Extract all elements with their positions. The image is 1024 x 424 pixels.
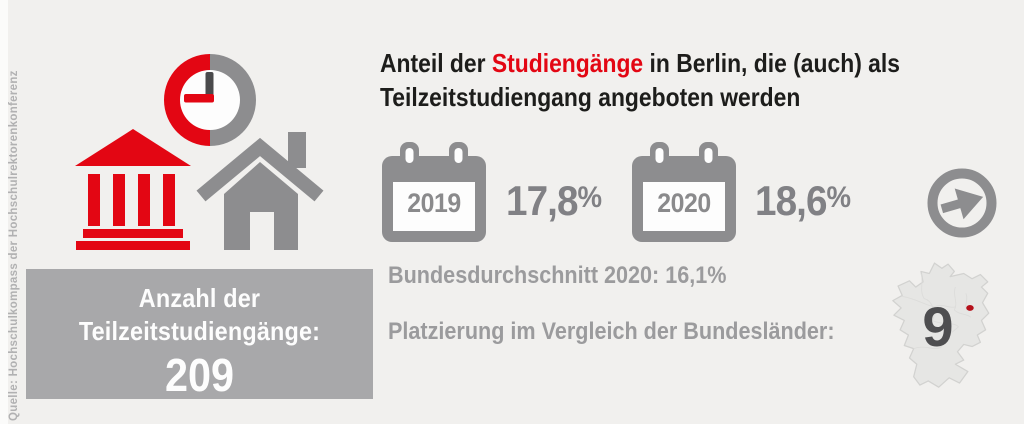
count-label-line1: Anzahl der xyxy=(138,283,261,313)
count-box: Anzahl der Teilzeitstudiengänge: 209 xyxy=(26,269,373,401)
title-line2: Teilzeitstudiengang angeboten werden xyxy=(380,82,801,112)
arrow-circle-icon xyxy=(926,167,998,244)
share-2019: 17,8% xyxy=(506,177,602,225)
house-icon xyxy=(196,128,330,255)
calendar-2019-icon xyxy=(380,140,488,249)
count-label-line2: Teilzeitstudiengänge: xyxy=(78,316,321,346)
count-value: 209 xyxy=(164,349,235,401)
clock-minute-hand xyxy=(205,72,214,98)
germany-map xyxy=(884,261,1008,412)
share-2019-unit: % xyxy=(577,181,603,214)
clock-icon xyxy=(162,52,258,153)
calendar-2020-icon xyxy=(630,140,738,249)
calendar-2020-year: 2020 xyxy=(657,188,711,218)
share-2020: 18,6% xyxy=(755,177,851,225)
clock-hour-hand xyxy=(184,94,214,103)
university-building-icon xyxy=(72,126,194,255)
title-part-prefix: Anteil der xyxy=(380,48,492,78)
ranking-value: 9 xyxy=(922,295,954,358)
berlin-marker xyxy=(966,305,974,311)
source-note: Quelle: Hochschulkompass der Hochschulre… xyxy=(8,70,20,421)
calendar-2019-year: 2019 xyxy=(407,188,461,218)
title-part-highlight: Studiengänge xyxy=(491,48,644,78)
title-part-suffix: in Berlin, die (auch) als xyxy=(643,48,900,78)
ranking-label: Platzierung im Vergleich der Bundeslände… xyxy=(388,318,835,345)
page-title: Anteil der Studiengänge in Berlin, die (… xyxy=(380,46,900,114)
share-2020-unit: % xyxy=(826,181,852,214)
state-borders xyxy=(902,273,972,349)
share-2019-value: 17,8 xyxy=(506,177,578,224)
national-average: Bundesdurchschnitt 2020: 16,1% xyxy=(388,262,727,289)
house-chimney xyxy=(288,132,306,168)
share-2020-value: 18,6 xyxy=(755,177,827,224)
left-margin xyxy=(0,0,8,424)
